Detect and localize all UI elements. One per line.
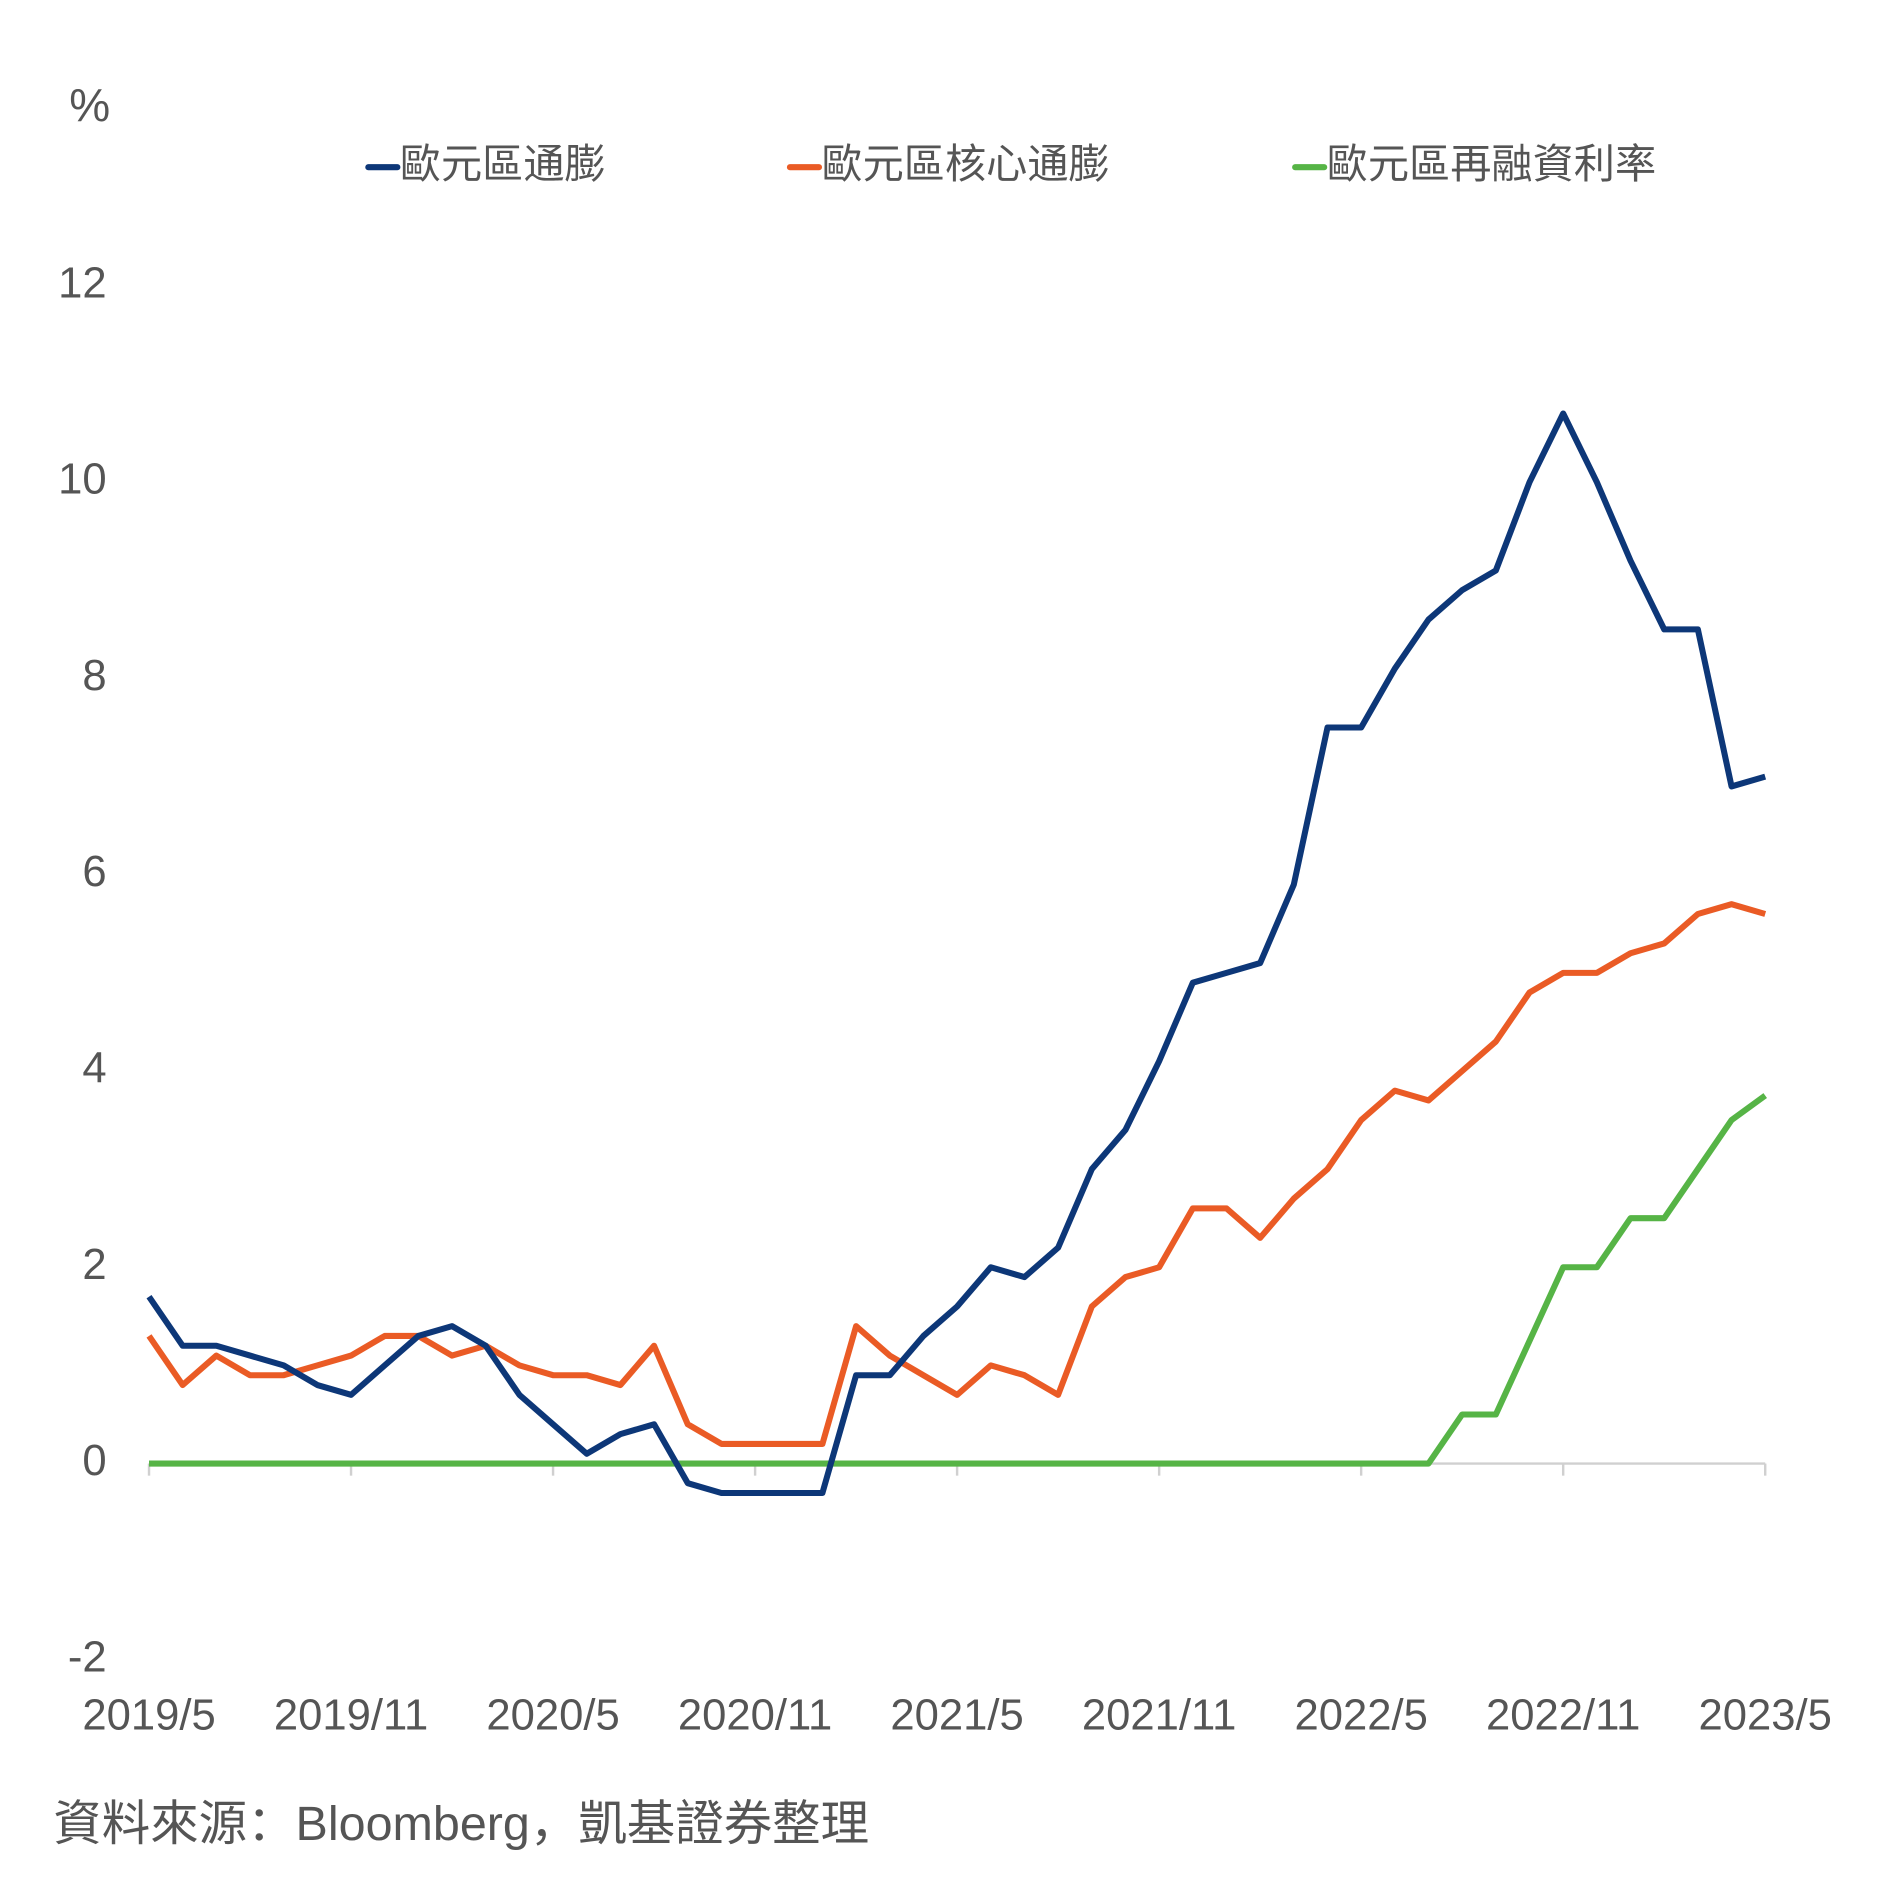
x-tick-label: 2023/5 (1699, 1691, 1832, 1739)
y-tick-label: 0 (82, 1437, 106, 1485)
y-tick-label: 10 (58, 456, 107, 504)
x-tick-label: 2021/11 (1082, 1691, 1236, 1739)
y-tick-label: -2 (68, 1633, 107, 1681)
y-tick-label: 2 (82, 1241, 106, 1289)
x-tick-label: 2022/11 (1486, 1691, 1640, 1739)
legend-label: 歐元區核心通膨 (821, 141, 1109, 187)
legend-label: 歐元區通膨 (400, 141, 606, 187)
y-tick-label: 8 (82, 652, 106, 700)
y-tick-label: 6 (82, 848, 106, 896)
series-line (149, 1093, 1767, 1467)
source-note: 資料來源：Bloomberg，凱基證券整理 (53, 1797, 869, 1851)
x-tick-label: 2021/5 (890, 1691, 1023, 1739)
legend-label: 歐元區再融資利率 (1327, 141, 1657, 187)
x-tick-label: 2020/5 (486, 1691, 619, 1739)
y-tick-label: 12 (58, 259, 107, 307)
y-tick-label: 4 (82, 1045, 106, 1093)
x-tick-label: 2022/5 (1294, 1691, 1427, 1739)
series-line (146, 410, 1767, 1497)
x-tick-label: 2019/11 (274, 1691, 428, 1739)
x-tick-label: 2019/5 (82, 1691, 215, 1739)
y-axis-label: % (69, 79, 110, 131)
x-tick-label: 2020/11 (678, 1691, 832, 1739)
